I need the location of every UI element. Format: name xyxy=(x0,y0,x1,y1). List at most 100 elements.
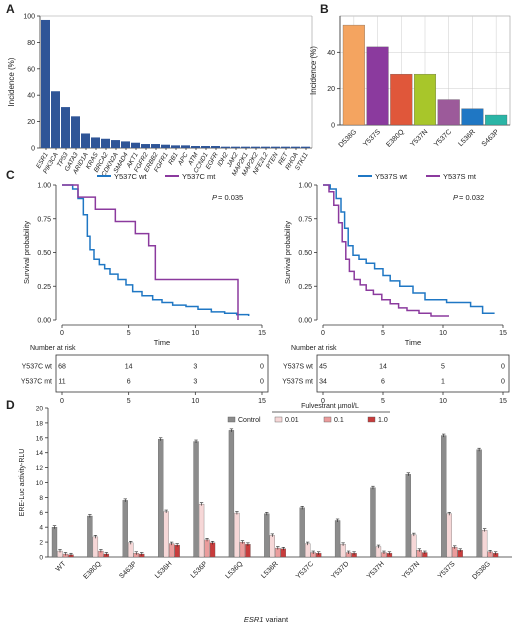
c-left-risk-x-tick-label: 5 xyxy=(127,398,131,405)
d-y-tick-label: 10 xyxy=(36,480,44,487)
a-bar-arid1a xyxy=(81,133,90,148)
c-left-y-tick-label: 0.25 xyxy=(37,284,51,291)
d-y-tick-label: 2 xyxy=(39,540,43,547)
a-bar-ccnd1 xyxy=(201,146,210,148)
c-right-x-tick-label: 5 xyxy=(381,330,385,337)
a-bar-smad4 xyxy=(121,141,130,148)
b-x-tick-label: Y537C xyxy=(433,128,453,148)
d-legend-label-2: 0.1 xyxy=(334,417,344,424)
a-y-tick-label: 0 xyxy=(31,146,35,153)
d-bar-y537c-0 xyxy=(299,507,305,558)
d-bar-y537c-1 xyxy=(305,543,311,558)
c-right-legend-label-0: Y537S wt xyxy=(375,172,408,181)
d-bar-l536h-3 xyxy=(174,544,180,558)
d-legend-swatch-2 xyxy=(323,416,332,423)
d-bar-l536q-3 xyxy=(245,544,251,558)
a-bar-fgfr1 xyxy=(161,144,170,148)
a-bar-erbb2 xyxy=(151,144,160,148)
d-y-tick-label: 12 xyxy=(36,465,44,472)
c-left-risk-x-tick-label: 0 xyxy=(60,398,64,405)
d-bar-l536p-3 xyxy=(209,542,216,558)
c-left-p-value: = 0.035 xyxy=(218,193,243,202)
c-left-risk-count: 0 xyxy=(260,379,264,386)
c-left-risk-count: 3 xyxy=(193,364,197,371)
d-y-tick-label: 6 xyxy=(39,510,43,517)
c-left-curve-0 xyxy=(62,184,250,316)
a-bar-egfr xyxy=(211,146,220,148)
panel-label-c: C xyxy=(6,168,15,182)
d-bar-y537d-1 xyxy=(340,544,346,558)
c-right-y-tick-label: 0.75 xyxy=(298,216,312,223)
c-right-x-axis-label: Time xyxy=(405,338,421,347)
panel-label-a: A xyxy=(6,2,15,16)
a-bar-atm xyxy=(191,146,200,148)
d-x-tick-label: L536P xyxy=(190,560,209,579)
d-x-tick-label: Y537H xyxy=(366,560,386,580)
c-right-risk-count: 45 xyxy=(319,364,327,371)
b-x-tick-label: Y537S xyxy=(362,128,382,148)
d-x-tick-label: D538G xyxy=(471,560,492,581)
c-left-legend-label-0: Y537C wt xyxy=(114,172,147,181)
a-bar-rb1 xyxy=(171,145,180,148)
c-left-x-tick-label: 15 xyxy=(258,330,266,337)
a-y-tick-label: 60 xyxy=(27,66,35,73)
b-x-tick-label: S463P xyxy=(481,128,501,148)
a-y-tick-label: 80 xyxy=(27,40,35,47)
d-bar-l536r-1 xyxy=(269,535,275,558)
c-right-risk-count: 5 xyxy=(441,364,445,371)
d-bar-y537s-0 xyxy=(441,435,447,558)
c-right-p-symbol: P xyxy=(453,193,458,202)
d-bar-l536q-0 xyxy=(228,430,235,558)
d-legend-swatch-3 xyxy=(367,416,376,423)
a-bar-pik3ca xyxy=(51,91,60,148)
a-bar-nfe2l2 xyxy=(261,146,270,148)
c-right-risk-count: 6 xyxy=(381,379,385,386)
c-right-risk-x-tick-label: 15 xyxy=(499,398,507,405)
c-left-risk-row-label: Y537C wt xyxy=(22,364,52,371)
d-bar-l536q-1 xyxy=(234,512,240,558)
c-left-risk-frame xyxy=(55,354,269,393)
panel-label-b: B xyxy=(320,2,329,16)
a-bar-tp53 xyxy=(61,107,70,148)
d-bar-l536p-1 xyxy=(198,503,205,558)
c-right-risk-count: 14 xyxy=(379,364,387,371)
c-left-risk-count: 14 xyxy=(125,364,133,371)
d-legend-label-1: 0.01 xyxy=(285,417,299,424)
c-right-y-tick-label: 0.50 xyxy=(298,250,312,257)
b-bar-y537n xyxy=(413,73,437,126)
d-bar-y537h-1 xyxy=(375,546,382,558)
c-left-risk-count: 68 xyxy=(58,364,66,371)
b-y-tick-label: 0 xyxy=(331,123,335,130)
d-y-tick-label: 20 xyxy=(36,406,44,413)
d-bar-l536r-0 xyxy=(264,513,270,558)
d-y-tick-label: 0 xyxy=(39,555,43,562)
b-bar-d538g xyxy=(342,24,365,126)
d-bar-wt-0 xyxy=(51,527,58,558)
c-left-risk-x-tick-label: 15 xyxy=(258,398,266,405)
d-legend-label-0: Control xyxy=(238,417,261,424)
a-bar-akt1 xyxy=(131,142,140,148)
d-bar-e380q-1 xyxy=(92,536,99,558)
c-left-legend-label-1: Y537C mt xyxy=(182,172,216,181)
c-right-risk-x-tick-label: 5 xyxy=(381,398,385,405)
c-left-y-tick-label: 0.50 xyxy=(37,250,51,257)
b-x-tick-label: D538G xyxy=(338,128,359,149)
c-left-risk-count: 3 xyxy=(193,379,197,386)
d-x-tick-label: Y537D xyxy=(330,560,350,580)
c-right-x-tick-label: 15 xyxy=(499,330,507,337)
c-right-risk-x-tick-label: 10 xyxy=(439,398,447,405)
c-left-risk-count: 6 xyxy=(127,379,131,386)
d-x-tick-label: Y537C xyxy=(295,560,315,580)
d-bar-l536h-0 xyxy=(158,439,164,558)
a-x-tick-label: APC xyxy=(176,151,189,167)
b-y-axis-label: Incidence (%) xyxy=(309,46,318,95)
d-y-tick-label: 18 xyxy=(36,420,44,427)
a-y-tick-label: 100 xyxy=(23,14,35,21)
d-bar-s463p-1 xyxy=(128,542,134,558)
d-bar-d538g-0 xyxy=(476,449,482,558)
d-x-tick-label: Y537N xyxy=(401,560,421,580)
a-y-tick-label: 40 xyxy=(27,93,35,100)
d-x-tick-label: Y537S xyxy=(437,560,457,580)
d-y-tick-label: 16 xyxy=(36,435,44,442)
d-bar-l536h-2 xyxy=(169,543,175,558)
